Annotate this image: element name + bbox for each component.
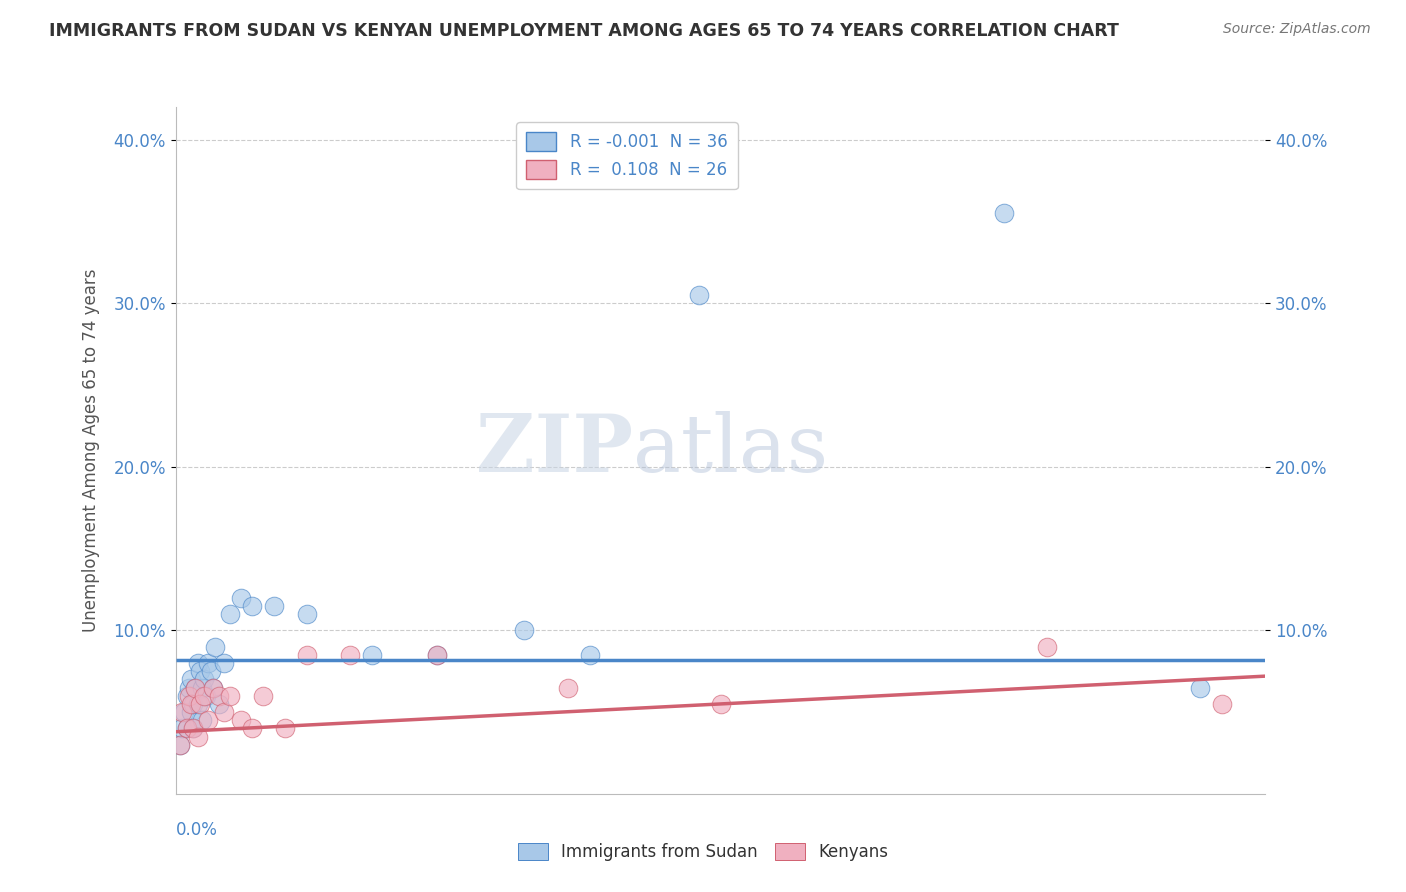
Point <box>177 689 200 703</box>
Point <box>181 722 204 736</box>
Point <box>201 681 224 695</box>
Text: ZIP: ZIP <box>477 411 633 490</box>
Point <box>180 705 202 719</box>
Point <box>426 648 449 662</box>
Point <box>197 714 219 728</box>
Point <box>212 705 235 719</box>
Point <box>208 697 231 711</box>
Point <box>219 689 242 703</box>
Point <box>200 664 222 679</box>
Point <box>169 738 191 752</box>
Point <box>180 673 202 687</box>
Point <box>1189 681 1212 695</box>
Point <box>191 681 214 695</box>
Point <box>579 648 602 662</box>
Point <box>513 624 536 638</box>
Point <box>176 722 198 736</box>
Point <box>557 681 579 695</box>
Point <box>176 689 198 703</box>
Point <box>193 673 215 687</box>
Point <box>188 697 211 711</box>
Point <box>195 689 218 703</box>
Point <box>274 722 297 736</box>
Point <box>173 705 195 719</box>
Point <box>295 607 318 621</box>
Point <box>184 681 207 695</box>
Point <box>240 722 263 736</box>
Point <box>186 656 209 670</box>
Point <box>181 697 204 711</box>
Point <box>208 689 231 703</box>
Point <box>180 697 202 711</box>
Point <box>1036 640 1059 654</box>
Point <box>1211 697 1233 711</box>
Point <box>204 640 226 654</box>
Point <box>252 689 274 703</box>
Point <box>176 722 198 736</box>
Point <box>263 599 285 613</box>
Legend: Immigrants from Sudan, Kenyans: Immigrants from Sudan, Kenyans <box>512 836 894 868</box>
Point <box>201 681 224 695</box>
Text: IMMIGRANTS FROM SUDAN VS KENYAN UNEMPLOYMENT AMONG AGES 65 TO 74 YEARS CORRELATI: IMMIGRANTS FROM SUDAN VS KENYAN UNEMPLOY… <box>49 22 1119 40</box>
Point <box>231 591 253 605</box>
Point <box>231 714 253 728</box>
Point <box>426 648 449 662</box>
Point <box>360 648 382 662</box>
Legend: R = -0.001  N = 36, R =  0.108  N = 26: R = -0.001 N = 36, R = 0.108 N = 26 <box>516 122 738 189</box>
Point <box>184 681 207 695</box>
Point <box>181 722 204 736</box>
Point <box>197 656 219 670</box>
Point <box>688 288 710 302</box>
Point <box>172 705 194 719</box>
Point <box>188 664 211 679</box>
Y-axis label: Unemployment Among Ages 65 to 74 years: Unemployment Among Ages 65 to 74 years <box>82 268 100 632</box>
Point <box>193 689 215 703</box>
Point <box>710 697 733 711</box>
Point <box>191 714 214 728</box>
Point <box>295 648 318 662</box>
Text: 0.0%: 0.0% <box>176 822 218 839</box>
Text: Source: ZipAtlas.com: Source: ZipAtlas.com <box>1223 22 1371 37</box>
Point <box>240 599 263 613</box>
Point <box>219 607 242 621</box>
Point <box>186 697 209 711</box>
Point <box>993 206 1015 220</box>
Point <box>177 681 200 695</box>
Point <box>186 730 209 744</box>
Point <box>339 648 361 662</box>
Point <box>169 738 191 752</box>
Point <box>212 656 235 670</box>
Point <box>172 722 194 736</box>
Text: atlas: atlas <box>633 411 828 490</box>
